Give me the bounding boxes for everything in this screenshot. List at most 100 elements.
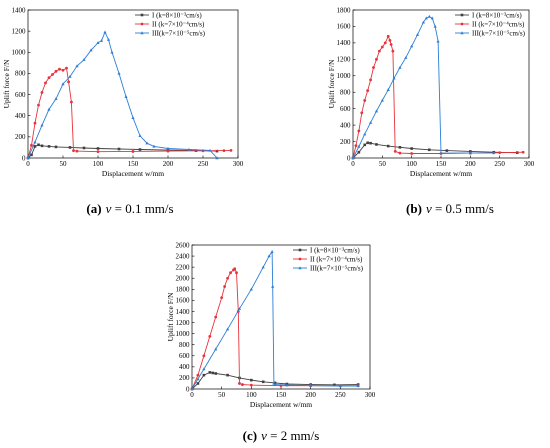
legend-label: III(k=7×10⁻⁵cm/s) [152, 30, 206, 38]
legend: I (k=8×10⁻³cm/s)II (k=7×10⁻⁴cm/s)III(k=7… [455, 12, 526, 38]
data-point [238, 382, 241, 385]
data-point [360, 111, 364, 115]
series-I [190, 371, 360, 391]
data-point [187, 147, 191, 151]
data-point [40, 91, 44, 94]
x-tick-label: 100 [246, 391, 257, 399]
y-axis-label: Uplift force F/N [327, 59, 336, 108]
data-point [214, 347, 218, 351]
data-point [389, 43, 393, 46]
data-point [357, 129, 361, 133]
y-tick-label: 1800 [176, 286, 191, 294]
data-point [369, 78, 372, 82]
data-point [75, 149, 79, 153]
data-point [37, 143, 40, 147]
y-tick-label: 1000 [176, 330, 191, 338]
data-point [208, 334, 212, 338]
x-tick-label: 250 [198, 160, 209, 168]
data-point [410, 147, 413, 150]
y-tick-label: 400 [15, 112, 26, 120]
series-III [26, 30, 219, 160]
data-point [138, 148, 142, 151]
data-point [338, 384, 342, 388]
y-tick-label: 1000 [337, 72, 352, 80]
y-axis-label: Uplift force F/N [2, 59, 11, 108]
data-point [433, 24, 437, 28]
data-point [40, 144, 44, 148]
data-point [333, 383, 336, 387]
data-point [33, 145, 37, 148]
data-point [47, 76, 51, 80]
legend-label: II (k=7×10⁻⁴cm/s) [310, 256, 363, 264]
data-point [410, 44, 414, 48]
data-point [261, 380, 265, 384]
caption-label: (c) [243, 428, 257, 443]
data-point [67, 80, 70, 84]
y-tick-label: 2200 [176, 263, 191, 271]
x-tick-label: 300 [233, 160, 244, 168]
data-point [82, 57, 86, 61]
data-point [380, 45, 384, 49]
data-point [235, 271, 238, 275]
x-tick-label: 50 [60, 160, 68, 168]
data-point [351, 156, 355, 160]
data-point [96, 147, 100, 150]
data-point [357, 144, 361, 148]
legend-marker [140, 31, 144, 35]
data-point [110, 50, 114, 54]
data-point [468, 151, 472, 155]
y-tick-label: 2600 [176, 241, 191, 249]
y-tick-label: 0 [347, 154, 351, 162]
y-tick-label: 1600 [176, 297, 191, 305]
x-tick-label: 150 [276, 391, 287, 399]
data-point [226, 327, 230, 331]
data-point [145, 141, 149, 145]
data-point [249, 287, 253, 291]
data-point [138, 134, 142, 137]
caption-label: (a) [86, 201, 101, 216]
legend-marker [460, 13, 464, 17]
data-point [386, 144, 390, 148]
legend-label: III(k=7×10⁻⁵cm/s) [310, 265, 364, 273]
x-axis-label: Displacement w/mm [410, 169, 472, 178]
data-point [117, 71, 121, 75]
data-point [223, 285, 227, 288]
data-point [363, 143, 367, 147]
x-tick-label: 0 [190, 391, 194, 399]
y-tick-label: 0 [22, 154, 26, 162]
y-tick-label: 1000 [12, 49, 27, 57]
x-tick-label: 50 [218, 391, 226, 399]
data-point [261, 265, 265, 269]
legend-marker [140, 22, 144, 26]
x-tick-label: 0 [351, 160, 355, 168]
data-point [30, 143, 33, 147]
data-point [375, 57, 378, 61]
caption-variable: v [261, 428, 267, 443]
data-point [380, 98, 384, 102]
y-tick-label: 1800 [337, 6, 352, 14]
data-point [117, 147, 121, 151]
x-tick-label: 50 [379, 160, 387, 168]
data-point [202, 367, 206, 371]
data-point [166, 149, 170, 153]
y-tick-label: 1200 [337, 56, 352, 64]
data-point [415, 32, 420, 36]
data-point [89, 48, 93, 52]
data-point [273, 382, 277, 386]
data-point [398, 65, 402, 69]
data-point [375, 143, 378, 146]
data-point [208, 371, 212, 374]
data-point [226, 373, 229, 377]
data-point [388, 39, 392, 42]
data-point [214, 372, 218, 375]
x-tick-label: 200 [305, 391, 316, 399]
data-point [190, 387, 194, 391]
data-point [498, 151, 502, 155]
y-tick-label: 600 [15, 91, 26, 99]
x-tick-label: 150 [436, 160, 447, 168]
y-tick-label: 2000 [176, 275, 191, 283]
series-I [351, 141, 519, 160]
data-point [131, 150, 135, 153]
data-point [427, 14, 431, 18]
data-point [421, 20, 425, 24]
